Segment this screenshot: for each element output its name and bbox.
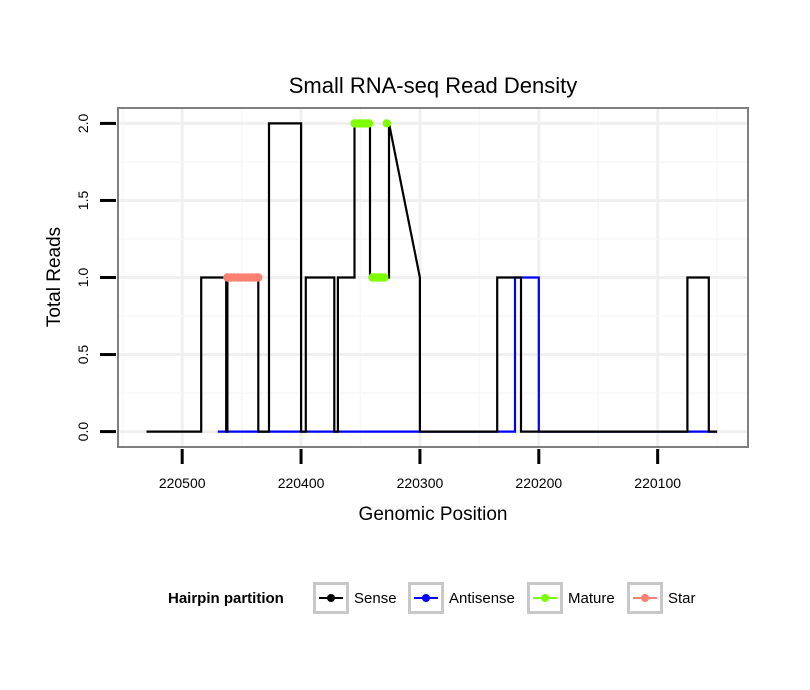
legend-key-point-star bbox=[641, 594, 649, 602]
grid bbox=[118, 108, 748, 447]
y-tick-label: 0.0 bbox=[75, 422, 91, 442]
legend-label-sense: Sense bbox=[354, 590, 397, 607]
y-tick-label: 1.5 bbox=[75, 191, 91, 211]
series-layer bbox=[146, 119, 718, 433]
x-tick-label: 220100 bbox=[634, 475, 681, 491]
x-tick-label: 220300 bbox=[397, 475, 444, 491]
legend-title: Hairpin partition bbox=[168, 590, 284, 607]
y-tick-label: 0.5 bbox=[75, 345, 91, 365]
x-axis-title: Genomic Position bbox=[359, 504, 508, 525]
x-tick-label: 220500 bbox=[159, 475, 206, 491]
legend-label-antisense: Antisense bbox=[449, 590, 515, 607]
legend-label-mature: Mature bbox=[568, 590, 615, 607]
y-tick-label: 1.0 bbox=[75, 268, 91, 288]
data-point-star bbox=[254, 273, 263, 282]
y-axis-title: Total Reads bbox=[44, 227, 65, 327]
legend-key-point-sense bbox=[327, 594, 335, 602]
legend-key-point-antisense bbox=[422, 594, 430, 602]
legend: Hairpin partition Sense Antisense Mature St… bbox=[168, 582, 696, 614]
y-tick-label: 2.0 bbox=[75, 113, 91, 133]
chart-title: Small RNA-seq Read Density bbox=[289, 73, 578, 98]
x-tick-label: 220200 bbox=[515, 475, 562, 491]
data-point-mature bbox=[382, 119, 391, 128]
x-tick-label: 220400 bbox=[278, 475, 325, 491]
x-axis: 220500 220400 220300 220200 220100 bbox=[159, 449, 681, 491]
data-point-mature bbox=[380, 273, 389, 282]
data-point-mature bbox=[364, 119, 374, 128]
legend-label-star: Star bbox=[668, 590, 696, 607]
panel-border bbox=[117, 107, 749, 448]
legend-key-point-mature bbox=[541, 594, 549, 602]
y-axis: 0.0 0.5 1.0 1.5 2.0 bbox=[75, 113, 116, 441]
